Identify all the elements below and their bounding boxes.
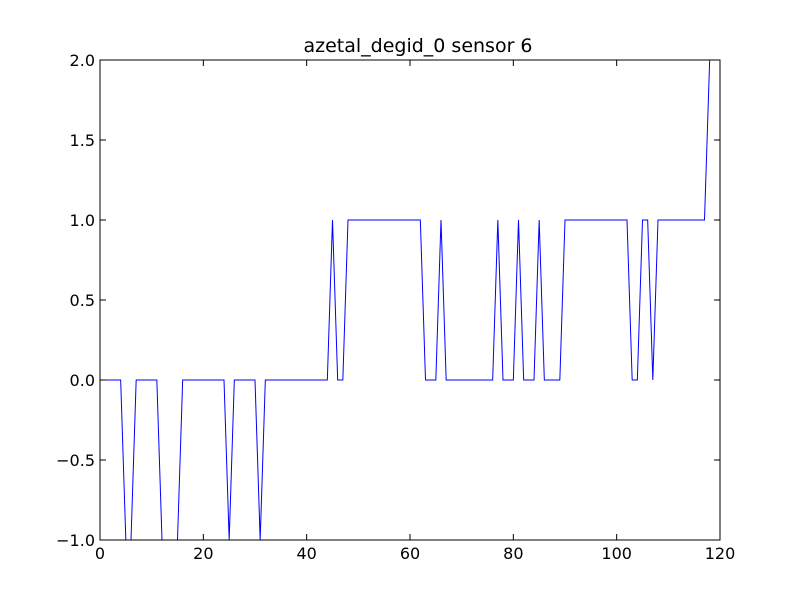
y-axis: −1.0 −0.5 0.0 0.5 1.0 1.5 2.0 — [56, 51, 720, 550]
y-tick-label: 0.5 — [70, 291, 95, 310]
plot-frame — [99, 59, 721, 541]
x-tick-label: 80 — [503, 544, 523, 563]
y-tick-label: −0.5 — [56, 451, 95, 470]
x-tick-label: 40 — [296, 544, 316, 563]
x-tick-label: 20 — [193, 544, 213, 563]
x-tick-label: 60 — [400, 544, 420, 563]
y-tick-label: 1.5 — [70, 131, 95, 150]
x-tick-label: 100 — [601, 544, 632, 563]
chart-title: azetal_degid_0 sensor 6 — [303, 35, 532, 57]
y-tick-label: 1.0 — [70, 211, 95, 230]
series-line — [100, 59, 711, 541]
series-layer — [100, 59, 711, 541]
x-tick-label: 120 — [705, 544, 736, 563]
y-tick-label: −1.0 — [56, 531, 95, 550]
y-tick-label: 0.0 — [70, 371, 95, 390]
x-axis: 0 20 40 60 80 100 120 — [95, 60, 735, 563]
y-tick-label: 2.0 — [70, 51, 95, 70]
x-tick-label: 0 — [95, 544, 105, 563]
